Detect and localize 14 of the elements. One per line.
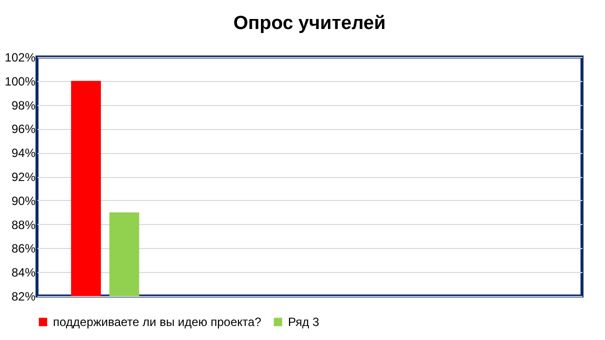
y-tick-label: 96% — [11, 122, 36, 136]
y-tick-label: 86% — [11, 242, 36, 256]
legend-label: Ряд 3 — [288, 315, 320, 329]
legend-label: поддерживаете ли вы идею проекта? — [53, 315, 262, 329]
y-tick-label: 92% — [11, 170, 36, 184]
y-tick-label: 94% — [11, 146, 36, 160]
chart-title: Опрос учителей — [233, 13, 386, 34]
y-tick-label: 84% — [11, 266, 36, 280]
y-tick-label: 98% — [11, 98, 36, 112]
y-tick-label: 82% — [11, 290, 36, 304]
y-tick-label: 100% — [4, 74, 36, 88]
y-tick-label: 90% — [11, 194, 36, 208]
y-tick-label: 102% — [4, 50, 36, 64]
y-tick-label: 88% — [11, 218, 36, 232]
